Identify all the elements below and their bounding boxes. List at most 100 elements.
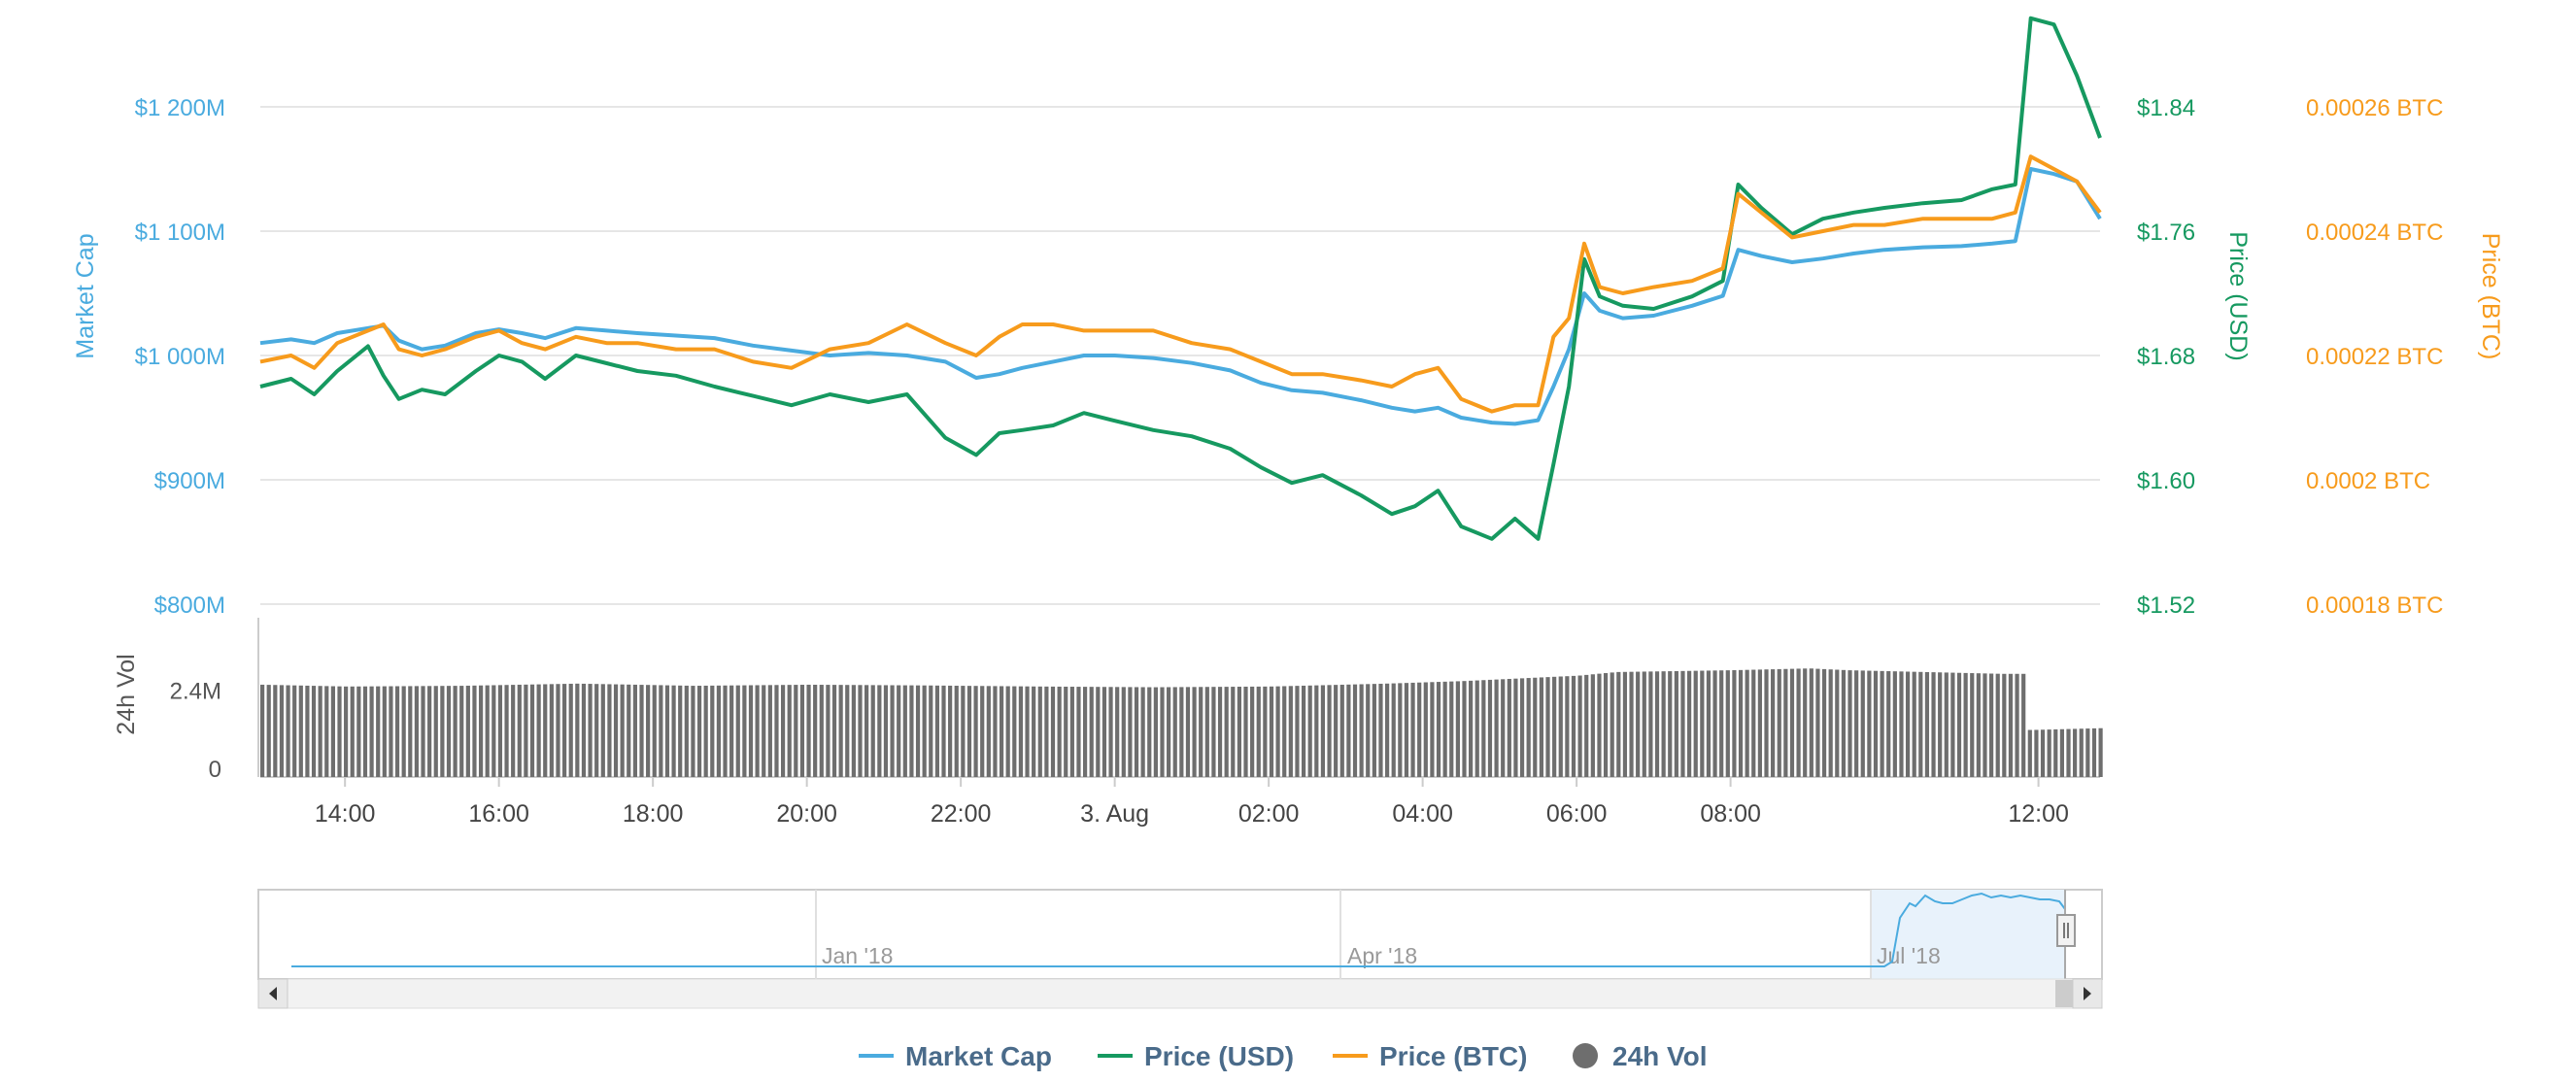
scrollbar-track[interactable] <box>257 978 2103 1009</box>
volume-bar <box>1359 684 1364 777</box>
volume-bar <box>1983 673 1987 777</box>
volume-bar <box>2047 729 2051 777</box>
volume-bar <box>1121 687 1126 777</box>
volume-bar <box>568 683 573 777</box>
tick-label: 0.00022 BTC <box>2306 344 2443 370</box>
volume-bar <box>1140 687 1145 777</box>
volume-bar <box>735 685 740 777</box>
volume-bar <box>1526 678 1531 777</box>
volume-bar <box>2040 729 2046 777</box>
volume-bar <box>607 684 612 777</box>
volume-bar <box>1513 678 1518 777</box>
legend-item-24h-vol[interactable]: 24h Vol <box>1573 1041 1708 1071</box>
navigator-handle[interactable] <box>2056 914 2076 947</box>
volume-bar <box>1269 686 1274 777</box>
legend-item-price-btc[interactable]: Price (BTC) <box>1333 1041 1527 1071</box>
volume-bar <box>562 684 567 777</box>
volume-bar <box>1970 673 1975 777</box>
series-line-price-btc[interactable] <box>259 154 2102 414</box>
volume-bar <box>1668 671 1673 777</box>
volume-bar <box>2059 728 2064 777</box>
navigator-selected-range[interactable] <box>1871 890 2065 979</box>
tick-label: $1.60 <box>2137 468 2195 494</box>
series-line-price-usd[interactable] <box>259 16 2102 541</box>
volume-bar <box>529 684 535 777</box>
volume-bar <box>2034 729 2039 777</box>
volume-bar <box>1243 686 1248 777</box>
volume-bar <box>543 684 548 777</box>
volume-bar <box>350 686 355 777</box>
volume-bar <box>1320 685 1326 777</box>
volume-bar <box>1295 686 1300 777</box>
tick-label: 18:00 <box>623 800 684 828</box>
tick-label: 22:00 <box>931 800 992 828</box>
volume-bar <box>1725 670 1730 777</box>
volume-bar <box>774 685 779 777</box>
volume-bar <box>1815 668 1820 777</box>
volume-bar <box>1732 670 1737 777</box>
volume-bar <box>414 686 420 777</box>
volume-bar <box>1134 687 1139 777</box>
volume-bar <box>934 685 939 777</box>
volume-bar <box>1533 677 1538 777</box>
series-line-market-cap[interactable] <box>259 167 2102 426</box>
volume-bar <box>1391 683 1396 777</box>
volume-bar <box>453 686 458 777</box>
volume-bar <box>305 685 310 777</box>
volume-bar <box>966 686 972 777</box>
volume-bar <box>973 686 978 777</box>
volume-bar <box>941 685 946 777</box>
volume-bar <box>794 685 798 777</box>
navigator-scrollbar[interactable] <box>257 978 2103 1009</box>
chart-legend: Market Cap Price (USD) Price (BTC) 24h V… <box>859 1041 1708 1071</box>
volume-bar <box>1417 682 1422 777</box>
volume-bar <box>696 686 702 777</box>
range-navigator[interactable]: Jan '18 Apr '18 Jul '18 <box>257 889 2103 980</box>
volume-bar <box>1771 669 1776 777</box>
volume-bar <box>1867 670 1872 777</box>
tick-label: 14:00 <box>315 800 376 828</box>
volume-bar <box>1892 671 1897 777</box>
volume-bar <box>324 686 329 777</box>
volume-bar <box>1250 686 1255 777</box>
legend-label-price-btc: Price (BTC) <box>1379 1041 1527 1071</box>
volume-bar <box>1108 687 1113 777</box>
volume-bar <box>902 685 907 777</box>
volume-bar <box>954 686 959 777</box>
volume-bar <box>1487 679 1493 777</box>
volume-bar <box>877 685 882 777</box>
volume-bar <box>1282 686 1287 777</box>
volume-bar <box>1018 686 1024 777</box>
volume-bar <box>491 685 496 777</box>
volume-bar <box>2021 673 2026 777</box>
navigator-series-line <box>291 892 2066 967</box>
volume-bar <box>1860 670 1865 777</box>
volume-bar <box>755 685 760 777</box>
volume-bar <box>1809 668 1813 777</box>
scrollbar-thumb[interactable] <box>2055 980 2073 1007</box>
navigator-label-jan: Jan '18 <box>822 943 893 968</box>
volume-bar <box>1558 676 1563 777</box>
volume-bar <box>1738 669 1744 777</box>
tick-label: 08:00 <box>1700 800 1761 828</box>
volume-bar <box>691 686 695 777</box>
volume-bar <box>890 685 895 777</box>
volume-bar <box>1854 670 1859 777</box>
volume-bar <box>497 685 503 777</box>
volume-bar <box>1918 671 1923 777</box>
volume-bar <box>948 685 953 777</box>
volume-bar <box>311 686 317 777</box>
price-btc-axis: 0.00018 BTC 0.0002 BTC 0.00022 BTC 0.00024 … <box>2306 95 2443 619</box>
price-btc-axis-title: Price (BTC) <box>2477 233 2504 360</box>
volume-bar <box>2008 673 2014 777</box>
legend-item-price-usd[interactable]: Price (USD) <box>1098 1041 1294 1071</box>
volume-bar <box>659 685 663 777</box>
legend-item-market-cap[interactable]: Market Cap <box>859 1041 1052 1071</box>
volume-axis: 0 2.4M <box>170 679 221 783</box>
volume-bar <box>864 685 869 777</box>
volume-bar <box>813 684 818 777</box>
volume-bar <box>401 686 406 777</box>
volume-bar <box>1616 671 1621 777</box>
volume-bar <box>1160 687 1165 777</box>
volume-bar <box>620 684 625 777</box>
